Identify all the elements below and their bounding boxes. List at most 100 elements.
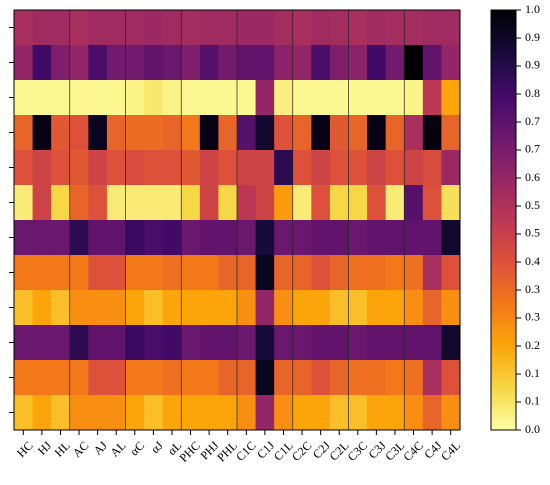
colorbar-tick-label: 1.0 xyxy=(525,2,540,16)
heatmap-cell xyxy=(51,150,71,186)
heatmap-cell xyxy=(404,150,424,186)
heatmap-cell xyxy=(441,360,461,396)
heatmap-cell xyxy=(441,325,461,361)
heatmap-cell xyxy=(329,115,349,151)
heatmap-cell xyxy=(404,185,424,221)
heatmap-cell xyxy=(88,220,108,256)
heatmap-cell xyxy=(199,220,219,256)
heatmap-cell xyxy=(237,220,257,256)
heatmap-cell xyxy=(274,360,294,396)
heatmap-cell xyxy=(32,220,52,256)
heatmap-cell xyxy=(274,115,294,151)
heatmap-cell xyxy=(329,45,349,81)
heatmap-cell xyxy=(199,10,219,46)
heatmap-cell xyxy=(32,185,52,221)
heatmap-cell xyxy=(311,185,331,221)
heatmap-cell xyxy=(32,360,52,396)
heatmap-cell xyxy=(144,115,164,151)
heatmap-cell xyxy=(199,325,219,361)
heatmap-cell xyxy=(51,185,71,221)
heatmap-cell xyxy=(441,220,461,256)
heatmap-cell xyxy=(218,395,238,431)
colorbar-tick-label: 0.5 xyxy=(525,226,540,240)
heatmap-cell xyxy=(14,45,34,81)
heatmap-cell xyxy=(162,45,182,81)
heatmap-cell xyxy=(404,290,424,326)
heatmap-cell xyxy=(422,360,442,396)
colorbar-tick-label: 0.6 xyxy=(525,170,540,184)
colorbar-tick-label: 0.7 xyxy=(525,114,540,128)
heatmap-cell xyxy=(218,290,238,326)
heatmap-cell xyxy=(162,80,182,116)
heatmap-cell xyxy=(88,325,108,361)
heatmap-cell xyxy=(329,10,349,46)
heatmap-cell xyxy=(218,255,238,291)
heatmap-cell xyxy=(162,360,182,396)
heatmap-cell xyxy=(125,360,145,396)
heatmap-cell xyxy=(32,45,52,81)
heatmap-cell xyxy=(348,10,368,46)
heatmap-cell xyxy=(88,80,108,116)
heatmap-cell xyxy=(125,150,145,186)
heatmap-cell xyxy=(311,45,331,81)
heatmap-cell xyxy=(125,290,145,326)
heatmap-cell xyxy=(69,115,89,151)
heatmap-cell xyxy=(162,115,182,151)
heatmap-cell xyxy=(292,220,312,256)
heatmap-cell xyxy=(329,395,349,431)
heatmap-cell xyxy=(292,185,312,221)
heatmap-cell xyxy=(106,255,126,291)
heatmap-cell xyxy=(14,290,34,326)
heatmap-cell xyxy=(274,185,294,221)
heatmap-cell xyxy=(385,255,405,291)
heatmap-cell xyxy=(125,185,145,221)
heatmap-cell xyxy=(404,255,424,291)
heatmap-cell xyxy=(162,185,182,221)
heatmap-cell xyxy=(274,325,294,361)
colorbar-tick-label: 0.8 xyxy=(525,86,540,100)
heatmap-cell xyxy=(69,395,89,431)
heatmap-cell xyxy=(162,150,182,186)
heatmap-cell xyxy=(88,10,108,46)
heatmap-cell xyxy=(125,80,145,116)
heatmap-cell xyxy=(311,220,331,256)
heatmap-cell xyxy=(88,185,108,221)
heatmap-cell xyxy=(125,255,145,291)
heatmap-cell xyxy=(274,395,294,431)
heatmap-cell xyxy=(422,45,442,81)
heatmap-cell xyxy=(311,360,331,396)
heatmap-cell xyxy=(348,185,368,221)
heatmap-cell xyxy=(404,115,424,151)
heatmap-cell xyxy=(14,325,34,361)
heatmap-cell xyxy=(348,115,368,151)
heatmap-cell xyxy=(329,185,349,221)
heatmap-cell xyxy=(329,255,349,291)
heatmap-cell xyxy=(311,290,331,326)
heatmap-cell xyxy=(385,150,405,186)
heatmap-cell xyxy=(348,45,368,81)
heatmap-cell xyxy=(218,10,238,46)
x-tick-label: αJ xyxy=(148,438,166,456)
heatmap-cell xyxy=(51,255,71,291)
heatmap-cell xyxy=(125,45,145,81)
heatmap-cell xyxy=(292,45,312,81)
heatmap-cell xyxy=(441,255,461,291)
heatmap-cell xyxy=(237,10,257,46)
heatmap-cell xyxy=(144,10,164,46)
heatmap-cell xyxy=(311,80,331,116)
heatmap-cell xyxy=(32,115,52,151)
heatmap-cell xyxy=(255,80,275,116)
heatmap-cell xyxy=(274,255,294,291)
heatmap-cell xyxy=(422,220,442,256)
heatmap-cell xyxy=(367,185,387,221)
heatmap-cell xyxy=(385,290,405,326)
heatmap-cell xyxy=(32,10,52,46)
heatmap-cell xyxy=(32,150,52,186)
heatmap-cell xyxy=(404,360,424,396)
x-tick-label: AL xyxy=(107,438,128,459)
x-tick-label: HJ xyxy=(35,438,55,458)
heatmap-cell xyxy=(199,290,219,326)
heatmap-cell xyxy=(106,360,126,396)
heatmap-cell xyxy=(51,290,71,326)
heatmap-cell xyxy=(32,395,52,431)
